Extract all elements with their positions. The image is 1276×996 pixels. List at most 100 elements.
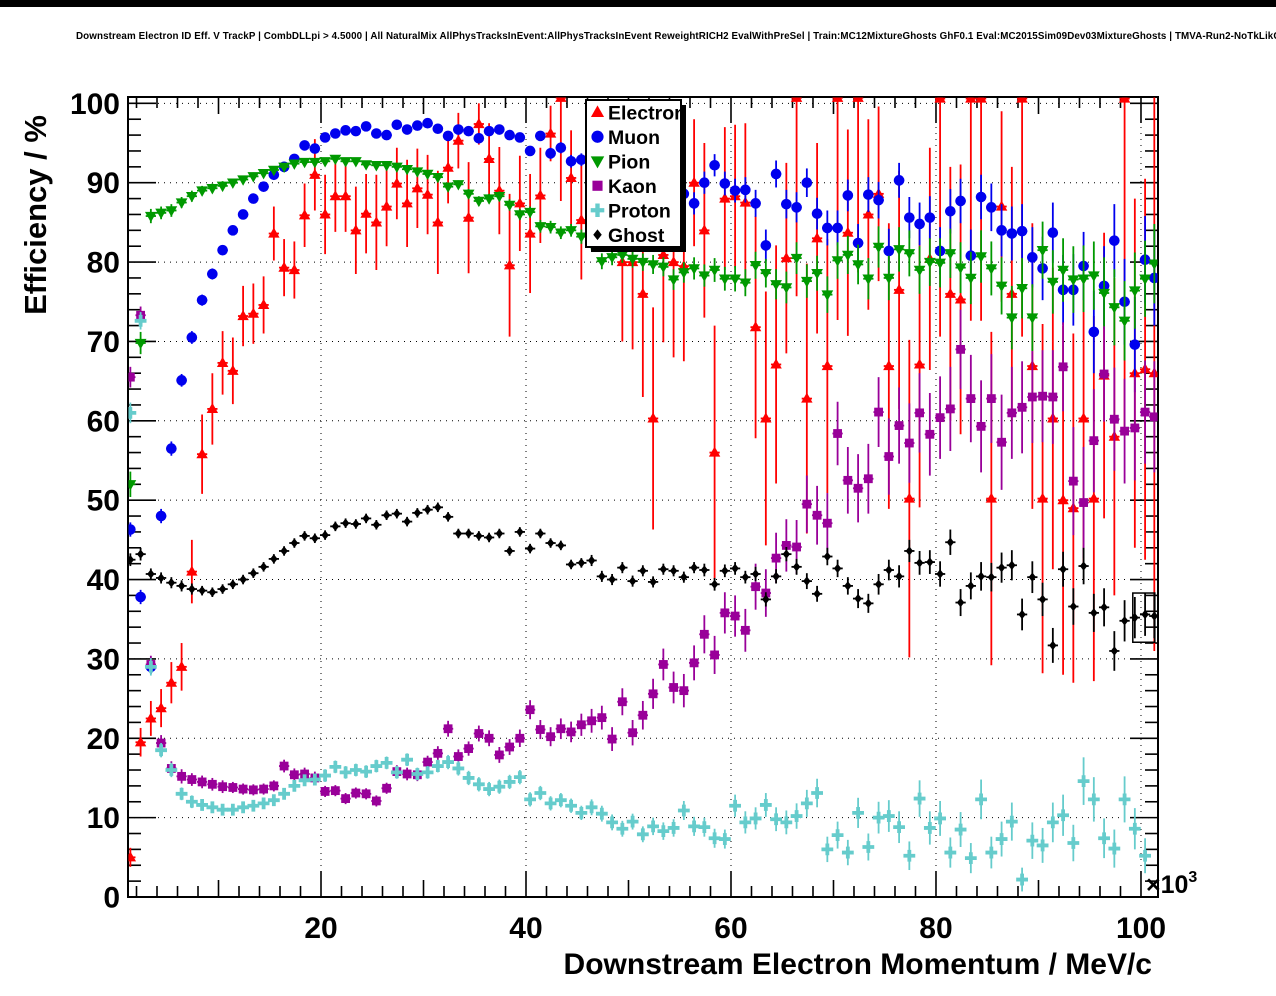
marker	[608, 574, 616, 585]
marker	[432, 216, 444, 227]
legend-label: Electron	[608, 102, 686, 124]
marker	[637, 287, 649, 298]
marker	[945, 205, 956, 217]
marker	[852, 806, 864, 819]
marker	[831, 97, 844, 102]
marker	[484, 733, 494, 743]
marker	[186, 332, 198, 343]
marker	[176, 375, 187, 386]
marker	[657, 262, 670, 274]
marker	[534, 189, 547, 200]
x-tick-label: 80	[919, 912, 952, 945]
marker	[923, 822, 936, 834]
marker	[329, 760, 342, 773]
marker	[188, 584, 196, 594]
marker	[504, 129, 515, 141]
marker	[781, 541, 791, 550]
marker	[556, 724, 566, 734]
marker	[339, 766, 352, 779]
marker	[790, 810, 803, 822]
marker	[954, 293, 967, 304]
marker	[247, 799, 260, 812]
marker	[350, 224, 362, 235]
marker	[698, 271, 711, 282]
marker	[1148, 259, 1158, 270]
marker	[177, 581, 186, 591]
marker	[985, 264, 998, 275]
marker	[709, 159, 720, 171]
y-tick-label: 50	[87, 485, 120, 518]
marker	[770, 813, 782, 826]
marker	[894, 421, 904, 430]
marker	[770, 280, 782, 291]
marker	[360, 207, 372, 218]
marker	[1087, 271, 1100, 282]
series-ghost	[128, 502, 1158, 671]
marker	[320, 787, 330, 796]
marker	[390, 162, 403, 174]
marker	[493, 780, 506, 793]
marker	[1007, 408, 1017, 418]
marker	[248, 785, 258, 795]
marker	[257, 168, 270, 180]
marker	[237, 209, 249, 220]
marker	[759, 268, 772, 280]
marker	[1046, 816, 1059, 829]
marker	[206, 184, 219, 195]
marker	[380, 200, 393, 211]
marker	[708, 446, 721, 457]
marker	[237, 175, 249, 186]
marker	[227, 364, 239, 375]
marker	[884, 452, 894, 461]
marker	[1016, 225, 1028, 237]
marker	[534, 787, 547, 799]
marker	[196, 799, 209, 811]
marker	[945, 404, 955, 414]
y-tick-label: 30	[87, 643, 120, 676]
marker	[647, 260, 659, 271]
marker	[1057, 809, 1069, 822]
marker	[1120, 616, 1129, 626]
marker	[801, 392, 813, 403]
y-tick-label: 40	[87, 564, 120, 597]
marker	[513, 771, 526, 784]
marker	[1048, 392, 1058, 402]
marker	[1148, 367, 1158, 378]
marker	[770, 358, 782, 369]
marker	[526, 543, 534, 554]
series-proton	[128, 312, 1151, 892]
legend-item-muon: Muon	[591, 127, 660, 149]
marker	[442, 182, 454, 193]
marker	[590, 105, 605, 117]
marker	[987, 572, 996, 582]
marker	[249, 568, 258, 578]
marker	[1047, 227, 1059, 239]
marker	[535, 130, 546, 142]
marker	[329, 154, 342, 166]
legend-item-ghost: Ghost	[593, 225, 665, 247]
marker	[196, 186, 208, 197]
legend-label: Kaon	[608, 176, 657, 198]
marker	[198, 585, 206, 596]
marker	[565, 799, 577, 812]
marker	[483, 125, 495, 137]
marker	[1109, 235, 1120, 246]
marker	[964, 852, 977, 865]
marker	[590, 203, 605, 218]
marker	[1026, 834, 1039, 847]
marker	[257, 797, 270, 810]
marker	[800, 276, 813, 288]
marker	[667, 256, 680, 267]
marker	[483, 783, 495, 795]
marker	[371, 128, 382, 139]
marker	[308, 157, 321, 169]
y-tick-label: 10	[87, 802, 120, 835]
marker	[1008, 560, 1016, 570]
marker	[473, 132, 485, 144]
marker	[1017, 402, 1027, 412]
marker	[740, 184, 751, 196]
marker	[667, 275, 680, 286]
marker	[298, 774, 311, 787]
marker	[1036, 839, 1049, 852]
